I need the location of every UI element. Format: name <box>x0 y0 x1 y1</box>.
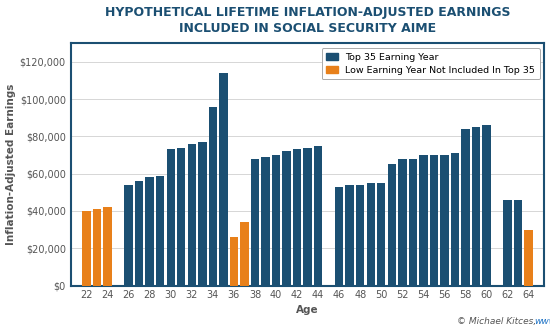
Bar <box>514 200 522 285</box>
Bar <box>177 148 185 285</box>
Bar <box>93 209 101 285</box>
Bar <box>482 125 491 285</box>
Bar <box>345 185 354 285</box>
Bar <box>440 155 449 285</box>
Bar <box>335 187 343 285</box>
Bar <box>261 157 270 285</box>
Y-axis label: Inflation-Adjusted Earnings: Inflation-Adjusted Earnings <box>6 83 15 245</box>
Bar <box>82 211 91 285</box>
Bar <box>135 181 144 285</box>
Bar <box>198 142 206 285</box>
Bar <box>240 222 249 285</box>
Bar <box>525 230 533 285</box>
Bar <box>409 159 417 285</box>
Bar <box>388 164 396 285</box>
Bar <box>124 185 133 285</box>
Legend: Top 35 Earning Year, Low Earning Year Not Included In Top 35: Top 35 Earning Year, Low Earning Year No… <box>322 48 540 80</box>
Bar <box>188 144 196 285</box>
Bar <box>461 129 470 285</box>
Bar <box>251 159 259 285</box>
Bar <box>145 178 154 285</box>
Text: © Michael Kitces,: © Michael Kitces, <box>457 317 539 326</box>
Bar <box>208 107 217 285</box>
Bar <box>451 153 459 285</box>
Text: www.kitces.com: www.kitces.com <box>535 317 550 326</box>
Bar <box>282 151 291 285</box>
Title: HYPOTHETICAL LIFETIME INFLATION-ADJUSTED EARNINGS
INCLUDED IN SOCIAL SECURITY AI: HYPOTHETICAL LIFETIME INFLATION-ADJUSTED… <box>105 6 510 35</box>
Bar <box>167 149 175 285</box>
Bar <box>366 183 375 285</box>
Bar <box>219 73 228 285</box>
Bar <box>419 155 427 285</box>
Bar <box>398 159 406 285</box>
Bar <box>156 176 164 285</box>
Bar <box>103 207 112 285</box>
Bar <box>503 200 512 285</box>
Bar <box>230 237 238 285</box>
Bar <box>430 155 438 285</box>
Bar <box>272 155 280 285</box>
X-axis label: Age: Age <box>296 305 319 314</box>
Bar <box>314 146 322 285</box>
Bar <box>472 127 480 285</box>
Bar <box>293 149 301 285</box>
Bar <box>377 183 386 285</box>
Bar <box>356 185 365 285</box>
Bar <box>304 148 312 285</box>
